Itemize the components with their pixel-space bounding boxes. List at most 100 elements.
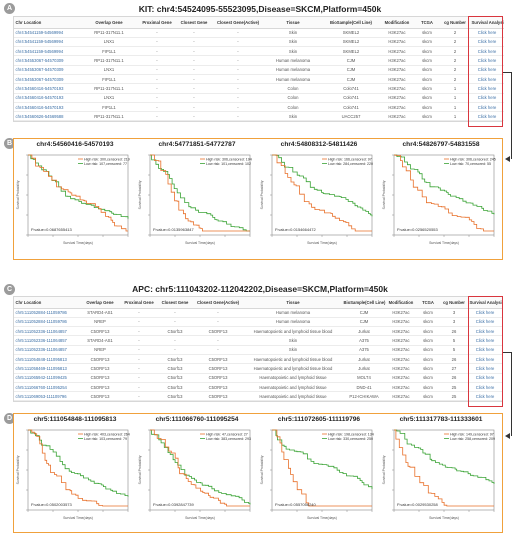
table-cell: - xyxy=(212,37,264,48)
table-cell: H3K27ac xyxy=(386,391,416,402)
survival-click-link[interactable]: Click here xyxy=(470,111,504,122)
survival-click-link[interactable]: Click here xyxy=(468,354,502,365)
survival-click-link[interactable]: Click here xyxy=(468,317,502,328)
chr-location-link[interactable]: chr4:54560416-54570193 xyxy=(14,93,80,103)
table-cell: - xyxy=(176,102,212,113)
col-tissue-header: Tissue xyxy=(264,17,322,29)
survival-click-link[interactable]: Click here xyxy=(470,55,504,66)
table-cell: 5 xyxy=(440,345,468,356)
table-cell: skcm xyxy=(416,345,440,356)
survival-click-link[interactable]: Click here xyxy=(470,93,504,103)
arrow-head-icon xyxy=(505,156,510,162)
table-cell: Skin xyxy=(264,28,322,38)
survival-click-link[interactable]: Click here xyxy=(470,74,504,85)
table-cell: C5ORF13 xyxy=(192,373,244,383)
chr-location-link[interactable]: chr5:111052336-111064857 xyxy=(14,345,80,356)
chr-location-link[interactable]: chr5:111052884-111059786 xyxy=(14,308,80,318)
chr-location-link[interactable]: chr5:111058469-111095813 xyxy=(14,363,80,374)
table-cell: 26 xyxy=(440,373,468,383)
legend-high-risk: High risk: 306,censored: 245 xyxy=(450,157,496,161)
chr-location-link[interactable]: chr4:54553067-54570309 xyxy=(14,65,80,76)
col-biosample-header: BioSample(Cell Line) xyxy=(322,17,380,29)
table-cell: - xyxy=(120,363,158,374)
chr-location-link[interactable]: chr4:54553067-54570309 xyxy=(14,74,80,85)
low-risk-curve xyxy=(150,429,251,505)
survival-click-link[interactable]: Click here xyxy=(470,37,504,48)
survival-click-link[interactable]: Click here xyxy=(468,382,502,393)
table-cell: skcm xyxy=(416,391,440,402)
chr-location-link[interactable]: chr5:111052884-111059786 xyxy=(14,317,80,328)
survival-click-link[interactable]: Click here xyxy=(468,326,502,337)
x-axis-label: Survival Time(days) xyxy=(63,516,93,520)
low-risk-curve xyxy=(28,154,129,219)
legend-high-risk: High risk: 47,censored: 27 xyxy=(206,432,248,436)
survival-click-link[interactable]: Click here xyxy=(468,345,502,356)
table-cell: LNX1 xyxy=(80,93,138,103)
table-cell: - xyxy=(120,354,158,365)
table-cell: Human melanoma xyxy=(264,74,322,85)
table-cell: skcm xyxy=(414,74,440,85)
table-cell: skcm xyxy=(416,382,440,393)
y-axis-label: Survival Probability xyxy=(260,180,264,209)
table-cell: - xyxy=(176,74,212,85)
survival-click-link[interactable]: Click here xyxy=(468,391,502,402)
chr-location-link[interactable]: chr5:111052336-111064857 xyxy=(14,326,80,337)
chr-location-link[interactable]: chr4:54560416-54570193 xyxy=(14,83,80,94)
table-cell: 26 xyxy=(440,326,468,337)
table-cell: A375 xyxy=(342,335,386,346)
table-cell: CJM xyxy=(322,55,380,66)
chr-location-link[interactable]: chr5:111069053-111109796 xyxy=(14,391,80,402)
chr-location-link[interactable]: chr5:111052336-111064857 xyxy=(14,335,80,346)
chr-location-link[interactable]: chr5:111066760-111095254 xyxy=(14,382,80,393)
high-risk-curve xyxy=(28,429,128,507)
table-cell: 2 xyxy=(440,46,470,57)
chr-location-link[interactable]: chr4:54541159-54569994 xyxy=(14,46,80,57)
survival-click-link[interactable]: Click here xyxy=(470,102,504,113)
table-cell: 2 xyxy=(440,74,470,85)
table-cell: P12-ICHIKAWA xyxy=(342,391,386,402)
chr-location-link[interactable]: chr5:111065942-111099425 xyxy=(14,373,80,383)
table-cell: skcm xyxy=(414,83,440,94)
survival-click-link[interactable]: Click here xyxy=(468,363,502,374)
survival-click-link[interactable]: Click here xyxy=(468,335,502,346)
table-cell: skcm xyxy=(416,335,440,346)
table-cell: Colo741 xyxy=(322,102,380,113)
table-cell: Skin xyxy=(244,335,342,346)
col-closest-gene-header: Closest Gene xyxy=(176,17,212,29)
table-cell: - xyxy=(212,93,264,103)
col-overlap-gene-header: Overlap Gene xyxy=(80,297,120,309)
p-value-label: P.value=0.0029530258 xyxy=(397,502,439,507)
table-cell: CJM xyxy=(342,317,386,328)
high-risk-curve xyxy=(150,429,250,507)
survival-click-link[interactable]: Click here xyxy=(470,65,504,76)
chr-location-link[interactable]: chr4:54560626-54569588 xyxy=(14,111,80,122)
col-tcga-header: TCGA xyxy=(416,297,440,309)
table-cell: C5ORF13 xyxy=(192,326,244,337)
table-cell: FIP1L1 xyxy=(80,102,138,113)
plot-frame xyxy=(393,154,495,236)
chr-location-link[interactable]: chr4:54541159-54569994 xyxy=(14,28,80,38)
survival-click-link[interactable]: Click here xyxy=(470,83,504,94)
table-cell: - xyxy=(176,28,212,38)
table-cell: - xyxy=(138,74,176,85)
survival-click-link[interactable]: Click here xyxy=(468,308,502,318)
table-cell: Jurkat xyxy=(342,354,386,365)
table-cell: - xyxy=(212,102,264,113)
plot-title: chr4:54826797-54831558 xyxy=(402,141,480,148)
chr-location-link[interactable]: chr4:54553067-54570309 xyxy=(14,55,80,66)
table-cell: H3K27ac xyxy=(380,74,414,85)
chr-location-link[interactable]: chr5:111054848-111095813 xyxy=(14,354,80,365)
apc-table: Chr Location Overlap Gene Proximal Gene Clo… xyxy=(14,297,502,402)
survival-click-link[interactable]: Click here xyxy=(470,28,504,38)
connector-line-a xyxy=(503,72,512,159)
survival-click-link[interactable]: Click here xyxy=(468,373,502,383)
table-cell: skcm xyxy=(414,102,440,113)
table-cell: - xyxy=(120,345,158,356)
survival-click-link[interactable]: Click here xyxy=(470,46,504,57)
table-cell: - xyxy=(176,65,212,76)
chr-location-link[interactable]: chr4:54541159-54569994 xyxy=(14,37,80,48)
table-cell: UACC257 xyxy=(322,111,380,122)
chr-location-link[interactable]: chr4:54560416-54570193 xyxy=(14,102,80,113)
table-cell: H3K27ac xyxy=(386,363,416,374)
